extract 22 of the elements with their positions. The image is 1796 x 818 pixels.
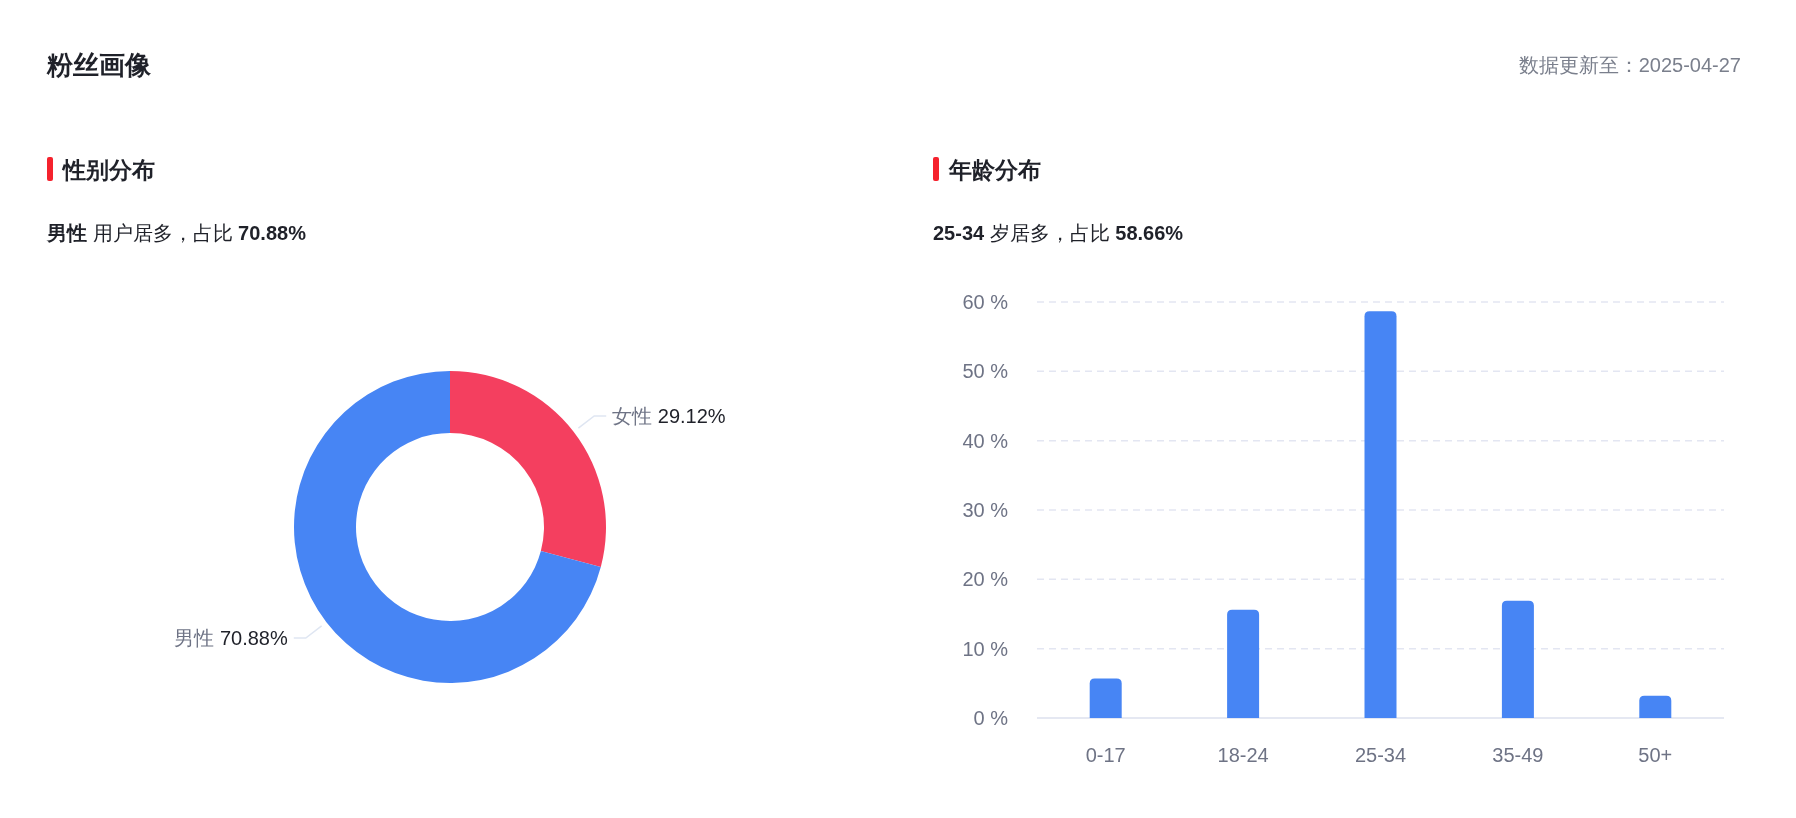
chart-subtitle: 25-34 岁居多，占比 58.66% <box>933 222 1184 244</box>
x-tick-label: 18-24 <box>1217 744 1269 766</box>
chart-title: 性别分布 <box>61 157 155 183</box>
y-tick-label: 60 % <box>962 291 1009 313</box>
y-tick-label: 10 % <box>962 637 1009 660</box>
y-tick-label: 30 % <box>962 499 1009 521</box>
text: 粉丝画像 <box>46 50 152 80</box>
slice-label: 男性 <box>174 627 220 650</box>
slice-label: 女性 <box>612 404 658 427</box>
y-tick-label: 40 % <box>962 429 1009 452</box>
x-tick-label: 0-17 <box>1085 744 1126 766</box>
x-tick-label: 25-34 <box>1354 744 1407 766</box>
chart-title: 年龄分布 <box>948 157 1041 183</box>
y-tick-label: 0 % <box>973 707 1009 729</box>
y-tick-label: 20 % <box>962 568 1009 591</box>
data-label: 29.12% <box>657 404 726 427</box>
text: 数据更新至：2025-04-27 <box>1518 54 1741 76</box>
y-tick-label: 50 % <box>962 360 1009 383</box>
chart-subtitle: 男性 用户居多，占比 70.88% <box>46 222 307 244</box>
x-tick-label: 50+ <box>1638 744 1673 766</box>
x-tick-label: 35-49 <box>1492 744 1544 766</box>
data-label: 70.88% <box>219 627 288 650</box>
